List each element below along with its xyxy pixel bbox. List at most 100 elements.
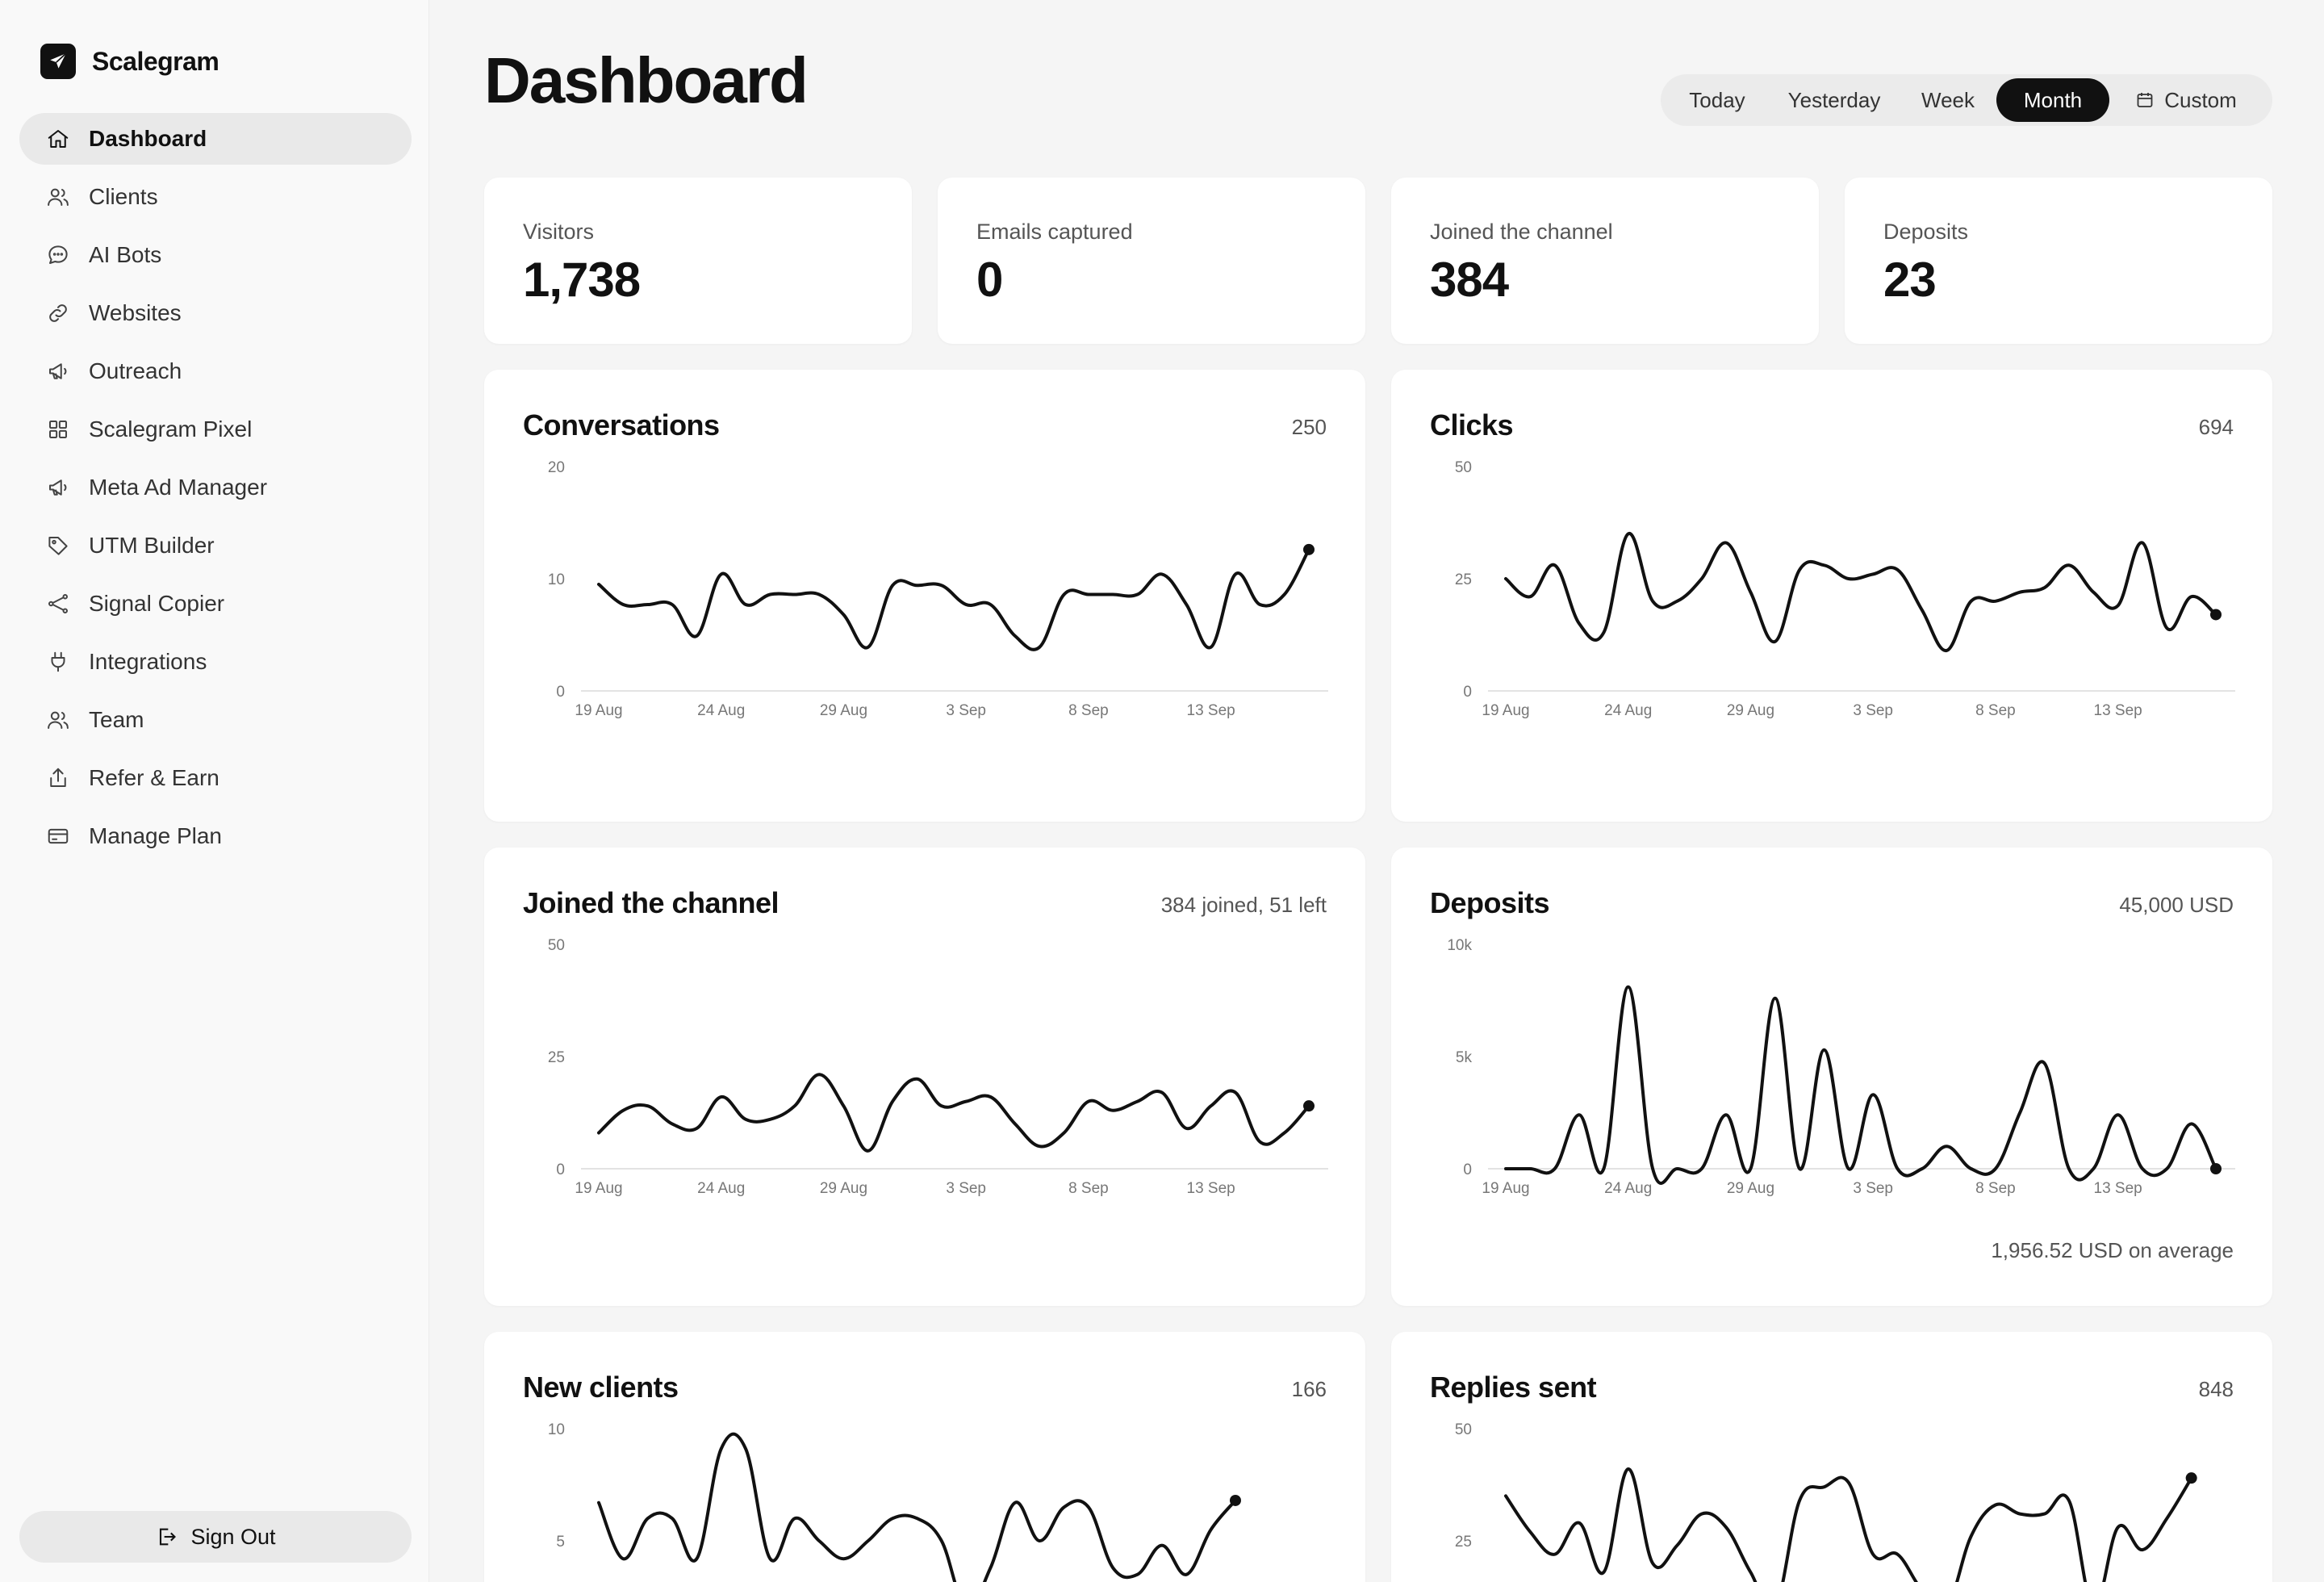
stat-label: Visitors bbox=[523, 220, 595, 244]
home-icon bbox=[45, 126, 71, 152]
range-month[interactable]: Month bbox=[1996, 78, 2109, 122]
link-icon bbox=[45, 300, 71, 326]
chart-title: Replies sent bbox=[1430, 1371, 1597, 1404]
line-chart: 5 10 bbox=[548, 1421, 1241, 1582]
range-yesterday[interactable]: Yesterday bbox=[1769, 78, 1900, 122]
chart-title: Conversations bbox=[523, 408, 720, 442]
last-data-point[interactable] bbox=[1303, 1100, 1315, 1112]
stat-card-visitors: Visitors 1,738 bbox=[484, 178, 912, 344]
y-tick-label: 0 bbox=[556, 684, 565, 701]
x-tick-label: 13 Sep bbox=[2094, 702, 2142, 719]
sidebar-item-signal-copier[interactable]: Signal Copier bbox=[19, 578, 412, 630]
calendar-icon bbox=[2135, 90, 2164, 110]
chat-bubble-icon bbox=[45, 242, 71, 268]
tag-icon bbox=[45, 533, 71, 559]
x-tick-label: 8 Sep bbox=[1975, 702, 2016, 719]
y-tick-label: 10 bbox=[548, 1421, 565, 1438]
range-label: Week bbox=[1921, 87, 1975, 112]
x-tick-label: 24 Aug bbox=[697, 1180, 745, 1197]
stat-value: 1,738 bbox=[523, 253, 641, 307]
x-tick-label: 3 Sep bbox=[946, 702, 986, 719]
y-tick-label: 25 bbox=[548, 1049, 565, 1066]
sidebar-item-manage-plan[interactable]: Manage Plan bbox=[19, 810, 412, 862]
y-tick-label: 10 bbox=[548, 571, 565, 588]
sidebar-item-meta-ad-manager[interactable]: Meta Ad Manager bbox=[19, 462, 412, 513]
y-tick-label: 10k bbox=[1447, 937, 1472, 954]
range-today[interactable]: Today bbox=[1666, 78, 1769, 122]
sidebar: Scalegram Dashboard Clients AI Bots Website… bbox=[0, 0, 429, 1582]
chart-card-joined: Joined the channel 384 joined, 51 left 0… bbox=[484, 848, 1365, 1306]
x-tick-label: 13 Sep bbox=[1187, 702, 1235, 719]
brand[interactable]: Scalegram bbox=[40, 44, 219, 79]
chart-card-new-clients: New clients 166 5 10 bbox=[484, 1332, 1365, 1582]
sidebar-item-label: Websites bbox=[89, 300, 182, 325]
last-data-point[interactable] bbox=[1303, 543, 1315, 555]
sidebar-item-refer-earn[interactable]: Refer & Earn bbox=[19, 752, 412, 804]
last-data-point[interactable] bbox=[2210, 1163, 2222, 1174]
x-tick-label: 19 Aug bbox=[575, 1180, 622, 1197]
chart-total: 384 joined, 51 left bbox=[1160, 893, 1327, 917]
sidebar-item-label: Scalegram Pixel bbox=[89, 416, 253, 442]
y-tick-label: 0 bbox=[1463, 684, 1472, 701]
stat-card-joined: Joined the channel 384 bbox=[1391, 178, 1819, 344]
x-tick-label: 29 Aug bbox=[820, 702, 867, 719]
sidebar-item-team[interactable]: Team bbox=[19, 694, 412, 746]
sidebar-item-label: Team bbox=[89, 707, 144, 732]
sign-out-icon bbox=[160, 1528, 177, 1546]
users-icon bbox=[45, 707, 71, 733]
sidebar-item-dashboard[interactable]: Dashboard bbox=[19, 113, 412, 165]
sidebar-item-label: UTM Builder bbox=[89, 533, 215, 558]
brand-name: Scalegram bbox=[92, 46, 219, 76]
sidebar-item-label: Dashboard bbox=[89, 126, 207, 151]
range-week[interactable]: Week bbox=[1900, 78, 1996, 122]
chart-card-conversations: Conversations 250 0 10 20 19 Aug 24 Aug 29 Au… bbox=[484, 370, 1365, 822]
megaphone-icon bbox=[45, 475, 71, 500]
range-label: Custom bbox=[2164, 87, 2237, 112]
stat-label: Joined the channel bbox=[1430, 220, 1613, 244]
chart-total: 166 bbox=[1291, 1377, 1327, 1401]
sidebar-item-scalegram-pixel[interactable]: Scalegram Pixel bbox=[19, 404, 412, 455]
line-chart: 0 25 50 19 Aug 24 Aug 29 Aug 3 Sep 8 Sep 13 Sep bbox=[1455, 459, 2235, 719]
y-tick-label: 0 bbox=[1463, 1161, 1472, 1178]
y-tick-label: 50 bbox=[1455, 459, 1472, 476]
sign-out-label: Sign Out bbox=[190, 1524, 276, 1549]
stat-card-emails: Emails captured 0 bbox=[938, 178, 1365, 344]
chart-card-clicks: Clicks 694 0 25 50 19 Aug 24 Aug 29 Aug 3 Sep 8… bbox=[1391, 370, 2272, 822]
chart-total: 694 bbox=[2198, 415, 2234, 439]
sidebar-nav: Dashboard Clients AI Bots Websites Outreach S… bbox=[19, 113, 412, 868]
y-tick-label: 50 bbox=[548, 937, 565, 954]
x-tick-label: 29 Aug bbox=[820, 1180, 867, 1197]
stat-label: Emails captured bbox=[976, 220, 1133, 244]
sign-out-button[interactable]: Sign Out bbox=[19, 1511, 412, 1563]
last-data-point[interactable] bbox=[2210, 609, 2222, 621]
sidebar-item-integrations[interactable]: Integrations bbox=[19, 636, 412, 688]
series-line bbox=[597, 1073, 1310, 1153]
series-line bbox=[1504, 532, 2217, 652]
x-tick-label: 13 Sep bbox=[1187, 1180, 1235, 1197]
credit-card-icon bbox=[45, 823, 71, 849]
sidebar-item-outreach[interactable]: Outreach bbox=[19, 345, 412, 397]
x-tick-label: 3 Sep bbox=[1853, 1180, 1893, 1197]
x-tick-label: 19 Aug bbox=[575, 702, 622, 719]
range-custom[interactable]: Custom bbox=[2109, 78, 2263, 122]
x-tick-label: 24 Aug bbox=[697, 702, 745, 719]
sidebar-item-websites[interactable]: Websites bbox=[19, 287, 412, 339]
line-chart: 0 5k 10k 19 Aug 24 Aug 29 Aug 3 Sep 8 Sep 13 Sep bbox=[1447, 937, 2235, 1197]
x-tick-label: 19 Aug bbox=[1482, 1180, 1529, 1197]
y-tick-label: 0 bbox=[556, 1161, 565, 1178]
y-tick-label: 25 bbox=[1455, 571, 1472, 588]
x-tick-label: 3 Sep bbox=[946, 1180, 986, 1197]
sidebar-item-clients[interactable]: Clients bbox=[19, 171, 412, 223]
sidebar-item-label: Clients bbox=[89, 184, 158, 209]
sidebar-item-label: Outreach bbox=[89, 358, 182, 383]
users-icon bbox=[45, 184, 71, 210]
last-data-point[interactable] bbox=[1229, 1494, 1241, 1506]
sidebar-item-ai-bots[interactable]: AI Bots bbox=[19, 229, 412, 281]
sidebar-item-utm-builder[interactable]: UTM Builder bbox=[19, 520, 412, 571]
x-tick-label: 19 Aug bbox=[1482, 702, 1529, 719]
y-tick-label: 50 bbox=[1455, 1421, 1472, 1438]
x-tick-label: 8 Sep bbox=[1975, 1180, 2016, 1197]
last-data-point[interactable] bbox=[2185, 1472, 2197, 1484]
x-tick-label: 24 Aug bbox=[1604, 702, 1652, 719]
chart-footnote: 1,956.52 USD on average bbox=[1991, 1238, 2234, 1262]
